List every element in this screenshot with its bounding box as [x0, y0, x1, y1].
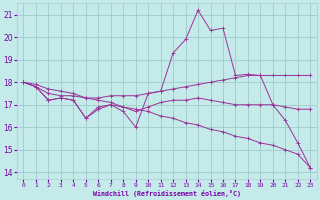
X-axis label: Windchill (Refroidissement éolien,°C): Windchill (Refroidissement éolien,°C)	[93, 190, 241, 197]
